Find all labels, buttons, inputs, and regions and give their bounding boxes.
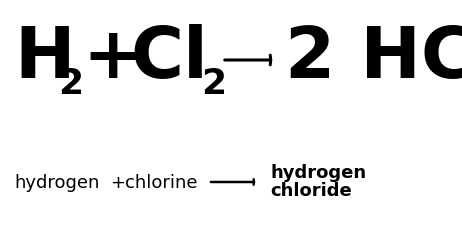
Text: Cl: Cl [130, 24, 208, 93]
Text: hydrogen: hydrogen [14, 174, 99, 192]
Text: +: + [82, 24, 142, 93]
Text: chloride: chloride [270, 182, 352, 200]
Text: +: + [110, 174, 125, 192]
Text: 2: 2 [201, 67, 226, 101]
Text: 2: 2 [58, 67, 83, 101]
Text: hydrogen: hydrogen [270, 164, 366, 182]
Text: chlorine: chlorine [125, 174, 197, 192]
Text: H: H [14, 24, 74, 93]
Text: 2 HCl: 2 HCl [285, 24, 462, 93]
